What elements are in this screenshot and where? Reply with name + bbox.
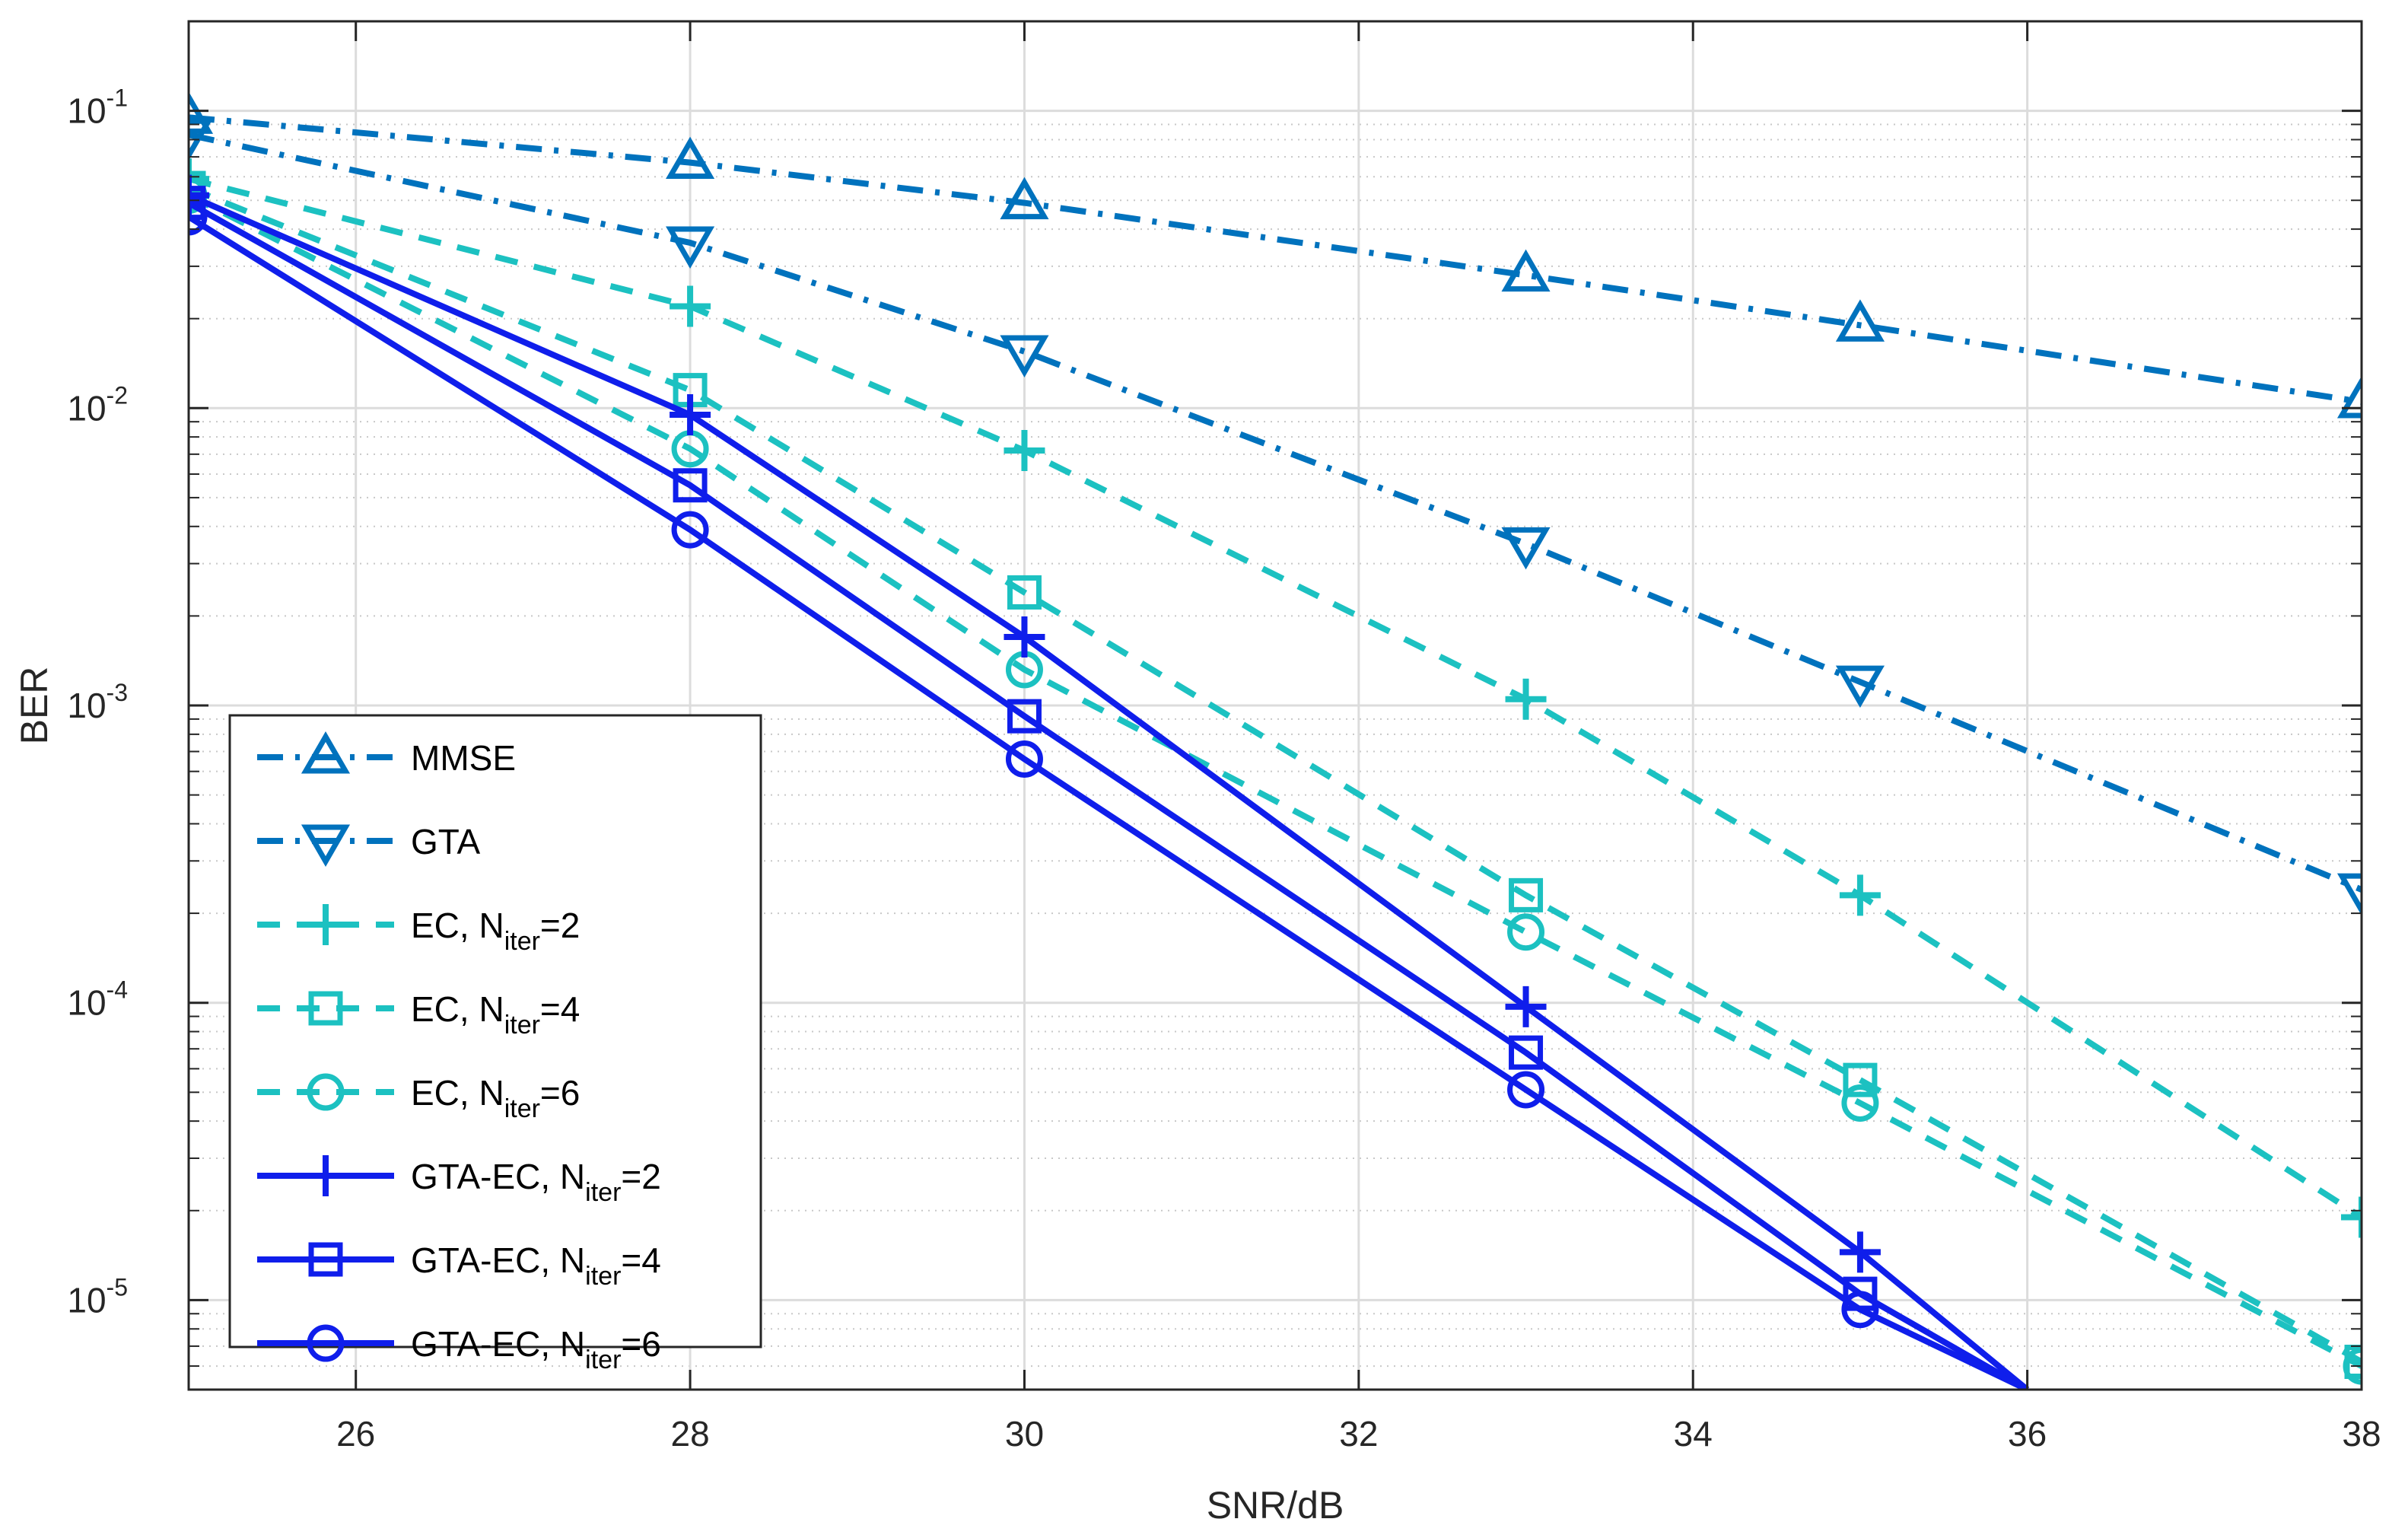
legend-subscript: iter <box>504 1094 540 1123</box>
data-point-marker <box>2343 1347 2362 1385</box>
y-tick-label: 10-3 <box>67 679 128 725</box>
data-point-marker <box>2336 376 2362 419</box>
data-point-marker <box>1007 575 1042 610</box>
series-1 <box>189 118 2362 916</box>
data-point-marker <box>1501 249 1551 292</box>
data-point-marker <box>189 91 214 134</box>
legend-subscript: iter <box>585 1345 621 1374</box>
data-point-marker <box>1839 1231 1881 1273</box>
series-line <box>189 192 2030 1390</box>
data-point-marker <box>1000 335 1049 377</box>
legend-box <box>228 714 762 1349</box>
data-point-marker <box>1007 699 1042 734</box>
plot-series <box>189 91 2362 1390</box>
legend-subscript: iter <box>504 927 540 956</box>
y-axis-title: BER <box>13 667 56 745</box>
y-tick-label: 10-2 <box>67 381 128 428</box>
legend-tail: =2 <box>540 906 580 945</box>
data-point-marker <box>1004 430 1045 472</box>
y-tick-exponent: -1 <box>107 84 128 112</box>
data-point-marker <box>1507 913 1545 951</box>
x-tick-label: 34 <box>1674 1414 1713 1454</box>
data-point-marker <box>1841 1291 1879 1329</box>
series-line <box>189 214 2029 1390</box>
legend-subscript: iter <box>585 1178 621 1207</box>
data-point-marker <box>305 1155 346 1196</box>
data-point-marker <box>189 118 214 161</box>
data-point-marker <box>189 198 208 236</box>
y-tick-label: 10-1 <box>67 84 128 131</box>
data-point-marker <box>1841 1084 1879 1122</box>
data-point-marker <box>301 731 351 774</box>
y-tick-label: 10-5 <box>67 1273 128 1320</box>
data-point-marker <box>1839 874 1881 916</box>
data-point-marker <box>1507 1071 1545 1109</box>
data-point-marker <box>1509 877 1544 912</box>
y-tick-exponent: -3 <box>107 679 128 706</box>
y-tick-exponent: -2 <box>107 381 128 409</box>
x-tick-label: 26 <box>336 1414 375 1454</box>
x-tick-label: 38 <box>2342 1414 2381 1454</box>
data-point-marker <box>1835 665 1885 708</box>
data-point-marker <box>308 991 343 1026</box>
x-tick-label: 36 <box>2008 1414 2047 1454</box>
legend-tail: =4 <box>621 1240 660 1280</box>
legend-tail: =4 <box>540 989 580 1029</box>
data-point-marker <box>189 186 206 221</box>
data-point-marker <box>666 136 715 180</box>
series-line <box>189 114 2362 405</box>
data-point-marker <box>1005 740 1043 779</box>
y-tick-exponent: -4 <box>107 976 128 1004</box>
data-point-marker <box>1004 616 1045 658</box>
x-tick-label: 28 <box>670 1414 709 1454</box>
legend-tail: =2 <box>621 1157 660 1196</box>
data-point-marker <box>666 226 715 269</box>
data-point-marker <box>1501 527 1551 570</box>
data-point-marker <box>673 468 708 503</box>
data-point-marker <box>670 285 711 327</box>
legend-item: MMSE <box>257 731 516 778</box>
data-point-marker <box>2336 873 2362 916</box>
legend-tail: =6 <box>621 1324 660 1364</box>
data-point-marker <box>305 904 346 945</box>
data-point-marker <box>1505 986 1547 1027</box>
series-7 <box>189 198 2029 1390</box>
data-point-marker <box>1505 678 1547 720</box>
data-point-marker <box>1835 299 1885 342</box>
legend-subscript: iter <box>585 1262 621 1291</box>
y-tick-exponent: -5 <box>107 1273 128 1301</box>
data-point-marker <box>1843 1062 1878 1097</box>
x-axis-title: SNR/dB <box>1207 1484 1344 1527</box>
data-point-marker <box>671 511 709 549</box>
legend-label: MMSE <box>411 738 516 778</box>
data-point-marker <box>1000 177 1049 220</box>
series-line <box>189 200 2029 1390</box>
legend-item: GTA <box>257 822 480 867</box>
series-line <box>189 185 2362 1364</box>
series-0 <box>189 91 2362 419</box>
data-point-marker <box>307 1324 345 1362</box>
data-point-marker <box>308 1242 343 1277</box>
y-tick-label: 10-4 <box>67 976 128 1023</box>
x-tick-label: 32 <box>1339 1414 1378 1454</box>
x-tick-label: 30 <box>1005 1414 1044 1454</box>
legend-subscript: iter <box>504 1011 540 1040</box>
series-2 <box>189 158 2362 1238</box>
series-line <box>189 193 2362 1369</box>
data-point-marker <box>1509 1035 1544 1070</box>
data-point-marker <box>307 1073 345 1111</box>
legend-tail: =6 <box>540 1073 580 1113</box>
data-point-marker <box>670 394 711 436</box>
series-line <box>189 176 2362 1220</box>
axis-ticks: 10-5 10-4 10-3 10-2 10-1 26 28 30 32 34 36 38 <box>67 21 2381 1454</box>
data-point-marker <box>2341 1196 2362 1238</box>
legend-label: GTA-EC, Niter=6 <box>411 1324 661 1374</box>
data-point-marker <box>301 824 351 867</box>
legend-label: GTA <box>411 822 480 861</box>
